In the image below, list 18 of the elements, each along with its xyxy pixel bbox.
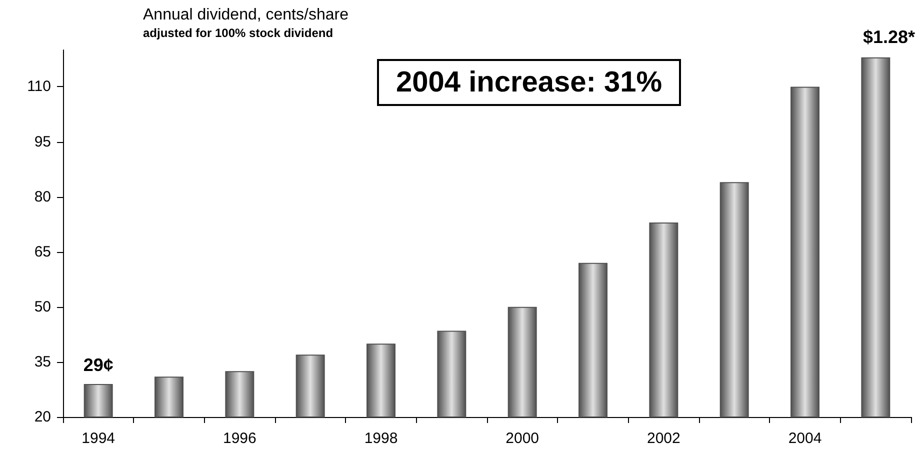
y-tick-label: 65: [34, 243, 51, 260]
x-tick-label: 1994: [82, 430, 116, 447]
text: $1.28*: [862, 27, 916, 47]
x-tick-label: 2002: [646, 430, 680, 447]
annotation: 2004 increase: 31%: [396, 66, 662, 98]
y-tick-label: 95: [34, 133, 51, 150]
y-tick-label: 80: [34, 188, 51, 206]
y-tick-label: 110: [27, 78, 51, 96]
x-tick-label: 1998: [364, 430, 398, 447]
x-tick-label: 2004: [788, 430, 822, 447]
chart-title: Annual dividend, cents/share: [143, 6, 349, 24]
data-label: 29¢: [83, 354, 114, 375]
y-tick-label: 50: [34, 298, 51, 316]
x-tick-label: 1996: [222, 430, 256, 447]
x-tick-label: 2000: [506, 430, 540, 447]
chart-subtitle: adjusted for 100% stock dividend: [143, 26, 334, 40]
y-tick-label: 20: [34, 408, 51, 426]
y-tick-label: 35: [34, 353, 51, 370]
